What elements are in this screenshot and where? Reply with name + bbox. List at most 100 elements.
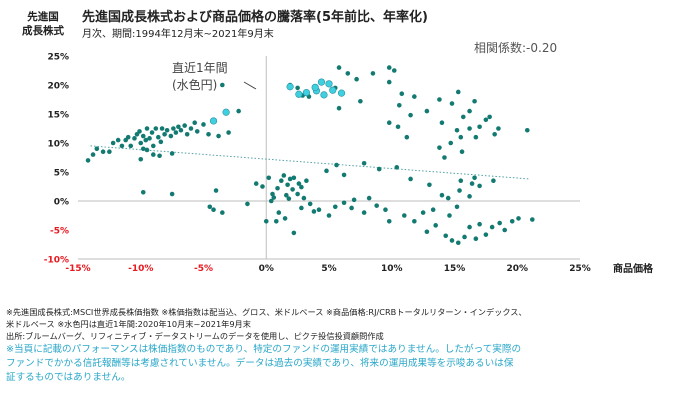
data-point — [386, 65, 392, 70]
data-point — [459, 149, 465, 154]
data-point — [266, 175, 272, 181]
data-point — [395, 124, 401, 130]
data-point — [467, 224, 472, 230]
data-point — [530, 217, 535, 222]
data-point — [336, 105, 342, 111]
data-point — [449, 238, 455, 243]
data-point — [477, 183, 482, 189]
data-point — [366, 195, 372, 201]
data-point — [138, 156, 144, 162]
data-point — [361, 161, 367, 166]
data-point — [460, 114, 466, 120]
data-point — [192, 120, 198, 125]
data-point — [341, 200, 347, 206]
data-point — [408, 176, 413, 182]
plot-area: -10%-5%0%5%10%15%20%25%-15% -10% -5% 0% 5% 10… — [44, 53, 591, 275]
x-tick-label: 20% — [506, 264, 528, 274]
data-point — [270, 191, 275, 197]
data-point — [275, 185, 280, 191]
data-point — [281, 173, 287, 178]
y-tick-label: 25% — [47, 53, 69, 63]
data-point — [467, 108, 472, 114]
data-point — [282, 216, 288, 221]
recent-data-point — [317, 78, 326, 86]
data-point — [207, 204, 213, 210]
data-point — [383, 207, 388, 212]
y-tick-label: 15% — [47, 111, 69, 121]
data-point — [90, 152, 96, 157]
data-point — [467, 126, 472, 131]
data-point — [291, 230, 297, 236]
x-axis-title: 商品価格 — [613, 262, 654, 275]
x-tick-label: -10% — [128, 264, 153, 274]
data-point — [394, 165, 400, 170]
data-point — [455, 240, 461, 246]
data-point — [477, 221, 482, 227]
data-point — [458, 178, 464, 183]
data-point — [125, 134, 131, 140]
data-point — [143, 137, 149, 143]
data-point — [458, 134, 464, 140]
data-point — [263, 219, 269, 224]
data-point — [279, 178, 284, 183]
data-point — [443, 233, 449, 239]
data-point — [374, 203, 379, 208]
data-point — [184, 132, 190, 137]
data-point — [100, 149, 106, 154]
chart-subtitle: 月次、期間:1994年12月末~2021年9月末 — [82, 27, 274, 40]
recent-data-point — [325, 80, 333, 88]
data-point — [201, 122, 206, 127]
data-point — [169, 191, 175, 197]
data-point — [213, 188, 219, 193]
annotation-pointer — [243, 81, 257, 90]
recent-data-point — [329, 86, 337, 94]
annotation-line: 直近1年間 — [172, 61, 228, 75]
data-point — [157, 153, 162, 159]
data-point — [334, 162, 339, 168]
recent-data-point — [302, 88, 311, 97]
annotation-line: (水色円) — [172, 78, 217, 92]
data-point — [370, 71, 376, 76]
data-point — [427, 182, 432, 188]
x-tick-label: 5% — [321, 264, 336, 274]
data-point — [472, 175, 477, 181]
data-point — [94, 146, 100, 152]
data-point — [296, 181, 302, 186]
data-point — [284, 192, 289, 198]
data-point — [442, 155, 447, 160]
data-point — [467, 194, 472, 199]
data-point — [216, 133, 221, 139]
data-point — [253, 181, 259, 186]
data-point — [115, 137, 121, 143]
data-point — [159, 126, 165, 131]
y-axis-title: 先進国成長株式 — [22, 10, 64, 37]
data-point — [457, 188, 462, 193]
data-point — [107, 149, 112, 154]
footnotes: ※先進国成長株式:MSCI世界成長株価指数 ※株価指数は配当込、グロス、米ドルベ… — [6, 306, 668, 385]
data-point — [176, 124, 181, 130]
x-tick-label: -5% — [194, 264, 213, 274]
data-point — [144, 147, 150, 153]
data-point — [455, 89, 461, 95]
data-point — [260, 184, 265, 189]
data-point — [483, 232, 489, 237]
data-point — [140, 190, 146, 195]
data-point — [345, 71, 351, 76]
data-point — [85, 158, 91, 163]
data-point — [307, 201, 313, 207]
data-point — [137, 129, 142, 134]
data-point — [147, 136, 152, 141]
data-point — [439, 120, 445, 125]
data-point — [301, 195, 307, 201]
data-point — [168, 133, 174, 139]
data-point — [509, 219, 515, 224]
data-point — [151, 143, 156, 149]
data-point — [448, 140, 454, 146]
data-point — [110, 140, 116, 146]
chart-title: 先進国成長株式および商品価格の騰落率(5年前比、年率化) — [82, 9, 428, 25]
scatter-chart: 先進国成長株式 先進国成長株式および商品価格の騰落率(5年前比、年率化) 月次、… — [22, 9, 654, 275]
data-point — [188, 126, 194, 131]
data-point — [424, 108, 430, 114]
data-point — [386, 120, 392, 125]
y-tick-label: -5% — [50, 227, 69, 237]
